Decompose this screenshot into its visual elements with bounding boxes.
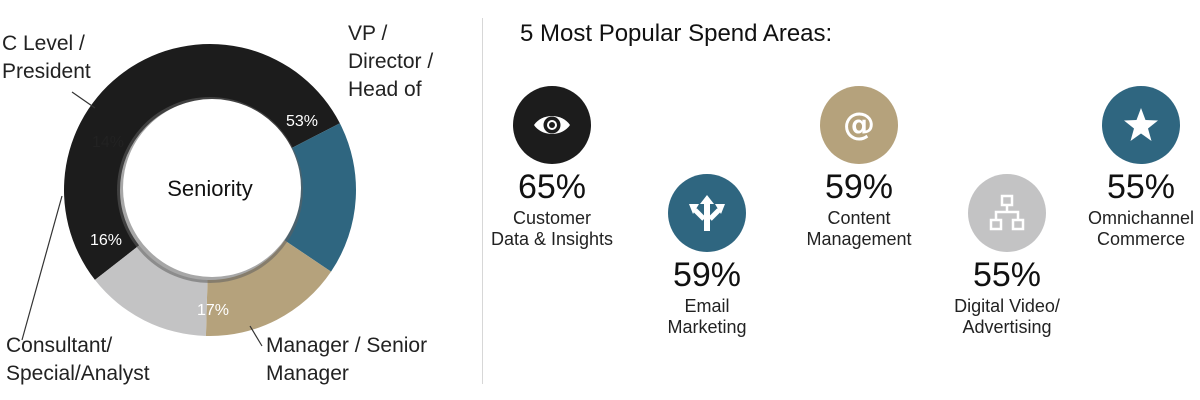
spend-pct: 59% <box>672 256 742 294</box>
spend-pct: 55% <box>972 256 1042 294</box>
slice-consultant <box>205 240 332 336</box>
callout-consultant-line1: Consultant/ <box>6 334 112 357</box>
spend-label-line2: Advertising <box>962 317 1052 337</box>
donut-hole <box>123 99 301 277</box>
spend-pct: 55% <box>1106 168 1176 206</box>
svg-text:@: @ <box>843 105 875 143</box>
slice-label-consultant: 16% <box>90 232 122 249</box>
at-sign-icon: @ <box>843 105 875 143</box>
spend-pct: 59% <box>824 168 894 206</box>
spend-label-line2: Management <box>806 229 912 249</box>
spend-label-line2: Data & Insights <box>490 229 614 249</box>
spend-icon-circle <box>968 174 1046 252</box>
leader-line-c-level <box>71 91 96 109</box>
spend-item-omnichannel-commerce: 55% Omnichannel Commerce <box>1046 86 1200 250</box>
leader-line-manager <box>249 325 263 347</box>
spend-label-line2: Commerce <box>1096 229 1185 249</box>
callout-vp-line3: Head of <box>348 78 422 101</box>
callout-vp-line1: VP / <box>348 22 387 45</box>
donut-center-label: Seniority <box>167 176 253 201</box>
spend-item-email-marketing: 59% Email Marketing <box>612 174 802 338</box>
callout-manager-line2: Manager <box>266 362 349 385</box>
spend-icon-circle: @ <box>820 86 898 164</box>
callout-c-level-line1: C Level / <box>2 32 85 55</box>
leader-line-consultant <box>21 195 63 341</box>
spend-item-customer-data: 65% Customer Data & Insights <box>457 86 647 250</box>
spend-icon-circle <box>1102 86 1180 164</box>
spend-label-line1: Digital Video/ <box>954 296 1060 316</box>
callout-manager-line1: Manager / Senior <box>266 334 427 357</box>
spend-icon-circle <box>513 86 591 164</box>
callout-vp: VP / Director / Head of <box>348 22 433 101</box>
spend-areas-title: 5 Most Popular Spend Areas: <box>520 20 833 47</box>
callout-consultant: Consultant/ Special/Analyst <box>6 334 150 385</box>
spend-pct: 65% <box>517 168 587 206</box>
slice-manager <box>284 123 356 272</box>
callout-c-level-line2: President <box>2 60 91 83</box>
section-divider <box>482 18 483 384</box>
slice-c-level <box>94 245 208 336</box>
slice-label-c-level: 14% <box>92 134 124 151</box>
spend-item-content-management: @ 59% Content Management <box>764 86 954 250</box>
spend-label-line2: Marketing <box>667 317 747 337</box>
spend-label-line1: Customer <box>512 208 592 228</box>
split-arrows-icon <box>689 195 725 231</box>
callout-vp-line2: Director / <box>348 50 433 73</box>
spend-item-digital-video: 55% Digital Video/ Advertising <box>912 174 1102 338</box>
sitemap-icon <box>989 194 1025 231</box>
slice-label-manager: 17% <box>197 302 229 319</box>
slice-vp <box>64 44 340 280</box>
spend-icon-circle <box>668 174 746 252</box>
callout-c-level: C Level / President <box>2 32 91 83</box>
spend-label-line1: Omnichannel <box>1087 208 1195 228</box>
spend-label-line1: Email <box>684 296 730 316</box>
spend-label-line1: Content <box>827 208 891 228</box>
seniority-donut-chart: Seniority 53% 17% 16% 14% VP / Director … <box>2 22 433 385</box>
callout-consultant-line2: Special/Analyst <box>6 362 150 385</box>
eye-icon <box>534 116 570 134</box>
callout-manager: Manager / Senior Manager <box>266 334 427 385</box>
star-icon <box>1124 108 1158 141</box>
slice-label-vp: 53% <box>286 113 318 130</box>
